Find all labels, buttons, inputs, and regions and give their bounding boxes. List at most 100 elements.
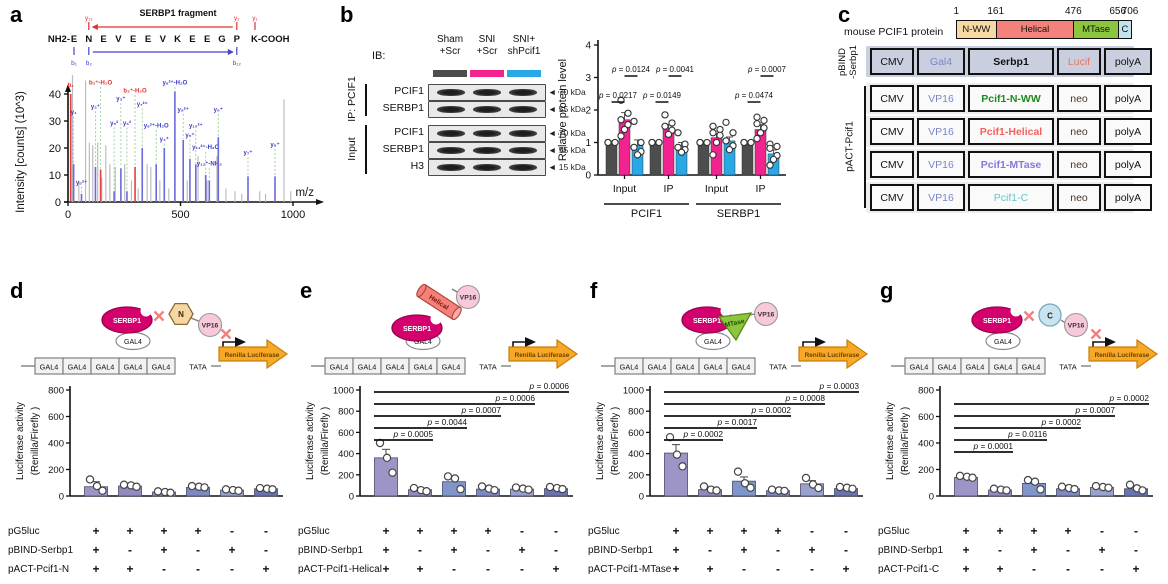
panel-c-label: c bbox=[838, 2, 851, 27]
blot-column-header: Sham +Scr bbox=[436, 34, 464, 57]
svg-text:P: P bbox=[234, 34, 241, 45]
condition-sign: - bbox=[230, 562, 234, 576]
condition-sign: - bbox=[230, 524, 234, 538]
svg-text:(Renilla/Firefly ): (Renilla/Firefly ) bbox=[320, 407, 331, 476]
svg-text:VP16: VP16 bbox=[758, 312, 775, 319]
condition-sign: - bbox=[554, 524, 558, 538]
pact-bracket bbox=[864, 86, 866, 208]
svg-text:600: 600 bbox=[48, 412, 64, 423]
condition-sign: - bbox=[162, 562, 166, 576]
protein-band bbox=[437, 89, 465, 96]
luciferase-chart-svg: 0 200 400 600 800 1000 Luciferase activity (Ren… bbox=[595, 381, 863, 503]
condition-sign: - bbox=[1100, 524, 1104, 538]
svg-text:GAL4: GAL4 bbox=[704, 363, 723, 372]
construct-cell: polyA bbox=[1104, 85, 1152, 112]
svg-text:SERBP1 fragment: SERBP1 fragment bbox=[139, 8, 216, 18]
condition-sign: - bbox=[520, 524, 524, 538]
svg-text:1000: 1000 bbox=[623, 386, 644, 397]
condition-sign: + bbox=[450, 524, 458, 538]
condition-sign: - bbox=[742, 562, 746, 576]
svg-text:(Renilla/Firefly ): (Renilla/Firefly ) bbox=[610, 407, 621, 476]
svg-text:V: V bbox=[160, 34, 167, 45]
construct-cells: CMV VP16 Pcif1-C neo polyA bbox=[870, 184, 1155, 211]
b-chart-group: Input bbox=[696, 118, 737, 195]
condition-swatch bbox=[433, 70, 467, 77]
svg-text:C: C bbox=[1047, 312, 1053, 321]
schematic-svg: GAL4 GAL4 GAL4 GAL4 GAL4 TATA Renilla Lucifera… bbox=[311, 284, 579, 375]
svg-text:GAL4: GAL4 bbox=[648, 363, 667, 372]
construct-cell: VP16 bbox=[917, 118, 965, 145]
construct-cell: polyA bbox=[1104, 151, 1152, 178]
svg-text:800: 800 bbox=[918, 386, 934, 397]
condition-sign: - bbox=[452, 562, 456, 576]
construct-cell: VP16 bbox=[917, 85, 965, 112]
condition-sign: - bbox=[1100, 562, 1104, 576]
condition-sign: - bbox=[1066, 543, 1070, 557]
svg-text:GAL4: GAL4 bbox=[414, 363, 433, 372]
luciferase-chart-svg: 0 200 400 600 800 1000 Luciferase activity (Ren… bbox=[305, 381, 573, 503]
molecular-weight-label: ◄ 70 kDa bbox=[548, 128, 586, 138]
blot-strip bbox=[428, 101, 546, 118]
protein-band bbox=[473, 89, 501, 96]
svg-text:E: E bbox=[204, 34, 210, 45]
protein-band bbox=[437, 147, 465, 154]
svg-text:y₁₀²⁺: y₁₀²⁺ bbox=[189, 123, 203, 130]
svg-text:200: 200 bbox=[628, 470, 644, 481]
protein-domain-mtase: MTase bbox=[1074, 21, 1119, 38]
protein-level-chart: 0 1 2 3 4 Relative protein level Input IP Input I… bbox=[557, 40, 787, 220]
condition-sign: + bbox=[1030, 543, 1038, 557]
condition-sign: - bbox=[998, 543, 1002, 557]
blot-protein-label: PCIF1 bbox=[394, 126, 424, 138]
svg-text:10: 10 bbox=[49, 170, 61, 182]
ib-label: IB: bbox=[372, 50, 386, 62]
svg-text:p = 0.0017: p = 0.0017 bbox=[717, 417, 758, 427]
construct-cell: CMV bbox=[870, 184, 914, 211]
condition-row-label: pBIND-Serbp1 bbox=[878, 545, 944, 556]
svg-text:p = 0.0001: p = 0.0001 bbox=[973, 441, 1014, 451]
svg-text:Luciferase activity: Luciferase activity bbox=[305, 402, 316, 480]
condition-sign: + bbox=[484, 524, 492, 538]
condition-sign: + bbox=[228, 543, 236, 557]
condition-sign: + bbox=[740, 524, 748, 538]
luciferase-axes: 0 200 400 600 800 Luciferase activity (Renilla… bbox=[885, 386, 1153, 503]
blot-strip bbox=[428, 142, 546, 159]
two-hybrid-panel-d: d GAL4 GAL4 GAL4 GAL4 GAL4 TATA Renilla Lucife… bbox=[8, 278, 298, 584]
protein-band bbox=[509, 147, 537, 154]
aa-position: 706 bbox=[1121, 6, 1139, 17]
protein-band bbox=[509, 106, 537, 113]
reporter-schematic: GAL4 GAL4 GAL4 GAL4 GAL4 TATA Renilla Lucifera… bbox=[891, 303, 1159, 375]
svg-text:p = 0.0006: p = 0.0006 bbox=[495, 393, 536, 403]
condition-swatch bbox=[470, 70, 504, 77]
svg-text:p = 0.0116: p = 0.0116 bbox=[1007, 429, 1047, 439]
svg-text:y₄⁺: y₄⁺ bbox=[160, 136, 169, 143]
svg-text:p = 0.0002: p = 0.0002 bbox=[1041, 417, 1082, 427]
condition-sign: + bbox=[92, 524, 100, 538]
svg-text:800: 800 bbox=[628, 407, 644, 418]
condition-sign: - bbox=[264, 524, 268, 538]
condition-sign: - bbox=[1134, 524, 1138, 538]
svg-text:SERBP1: SERBP1 bbox=[113, 318, 141, 325]
construct-cell: Pcif1-Helical bbox=[968, 118, 1054, 145]
condition-row-label: pBIND-Serbp1 bbox=[588, 545, 654, 556]
svg-text:y₇⁺: y₇⁺ bbox=[244, 150, 253, 157]
two-hybrid-panel-g: g GAL4 GAL4 GAL4 GAL4 GAL4 TATA Renilla Lucife… bbox=[878, 278, 1168, 584]
condition-sign: + bbox=[416, 562, 424, 576]
svg-text:600: 600 bbox=[338, 428, 354, 439]
svg-text:p = 0.0124: p = 0.0124 bbox=[611, 65, 651, 74]
reporter-schematic: GAL4 GAL4 GAL4 GAL4 GAL4 TATA Renilla Lucifera… bbox=[21, 302, 289, 375]
condition-sign: + bbox=[1132, 562, 1140, 576]
condition-row-label: pBIND-Serbp1 bbox=[8, 545, 74, 556]
svg-text:VP16: VP16 bbox=[1068, 323, 1085, 330]
svg-text:0: 0 bbox=[349, 492, 354, 503]
spectrum-axes: 0 10 20 30 40 0 500 1000 m/z Intensity [counts] (… bbox=[15, 84, 324, 221]
condition-sign: - bbox=[844, 524, 848, 538]
condition-sign: + bbox=[160, 543, 168, 557]
svg-text:GAL4: GAL4 bbox=[330, 363, 349, 372]
svg-text:y₁₂: y₁₂ bbox=[85, 15, 93, 22]
svg-text:E: E bbox=[100, 34, 106, 45]
protein-domain-n-ww: N-WW bbox=[957, 21, 997, 38]
svg-text:GAL4: GAL4 bbox=[124, 363, 143, 372]
condition-sign: + bbox=[92, 562, 100, 576]
blot-strip bbox=[428, 159, 546, 176]
